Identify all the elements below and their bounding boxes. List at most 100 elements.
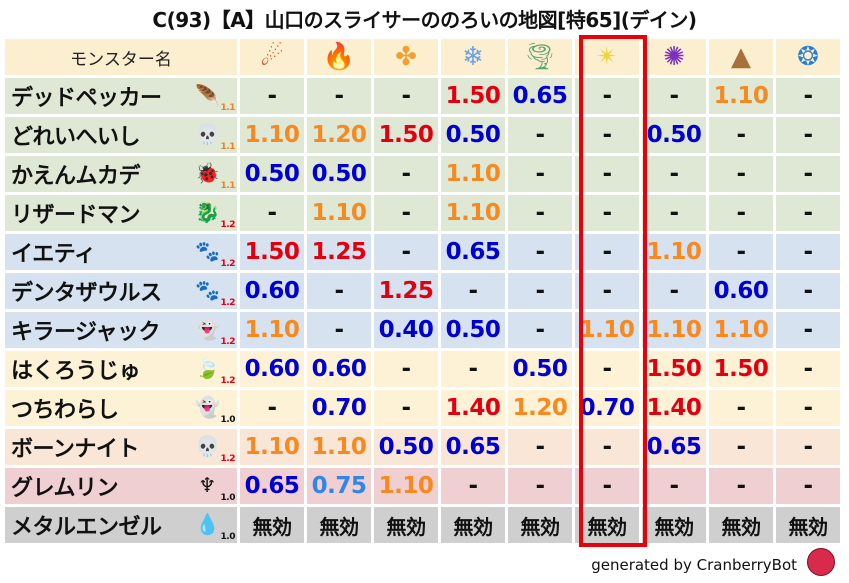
monster-level: 1.0: [220, 532, 236, 542]
monster-level: 1.2: [220, 376, 236, 386]
monster-name: メタルエンゼル: [11, 515, 162, 540]
resistance-value: -: [776, 351, 840, 387]
table-row: メタルエンゼル 💧 1.0 無効 無効 無効 無効 無効 無効 無効 無効 無効: [5, 507, 840, 543]
resistance-value: -: [575, 273, 639, 309]
resistance-value: 0.65: [441, 234, 505, 270]
wing-icon: 🪶: [195, 83, 220, 107]
resistance-value: 1.10: [642, 234, 706, 270]
monster-name-cell: リザードマン 🐉 1.2: [5, 195, 237, 231]
monster-name: リザードマン: [11, 203, 141, 228]
resistance-value: -: [508, 273, 572, 309]
resistance-value: 1.10: [441, 195, 505, 231]
resistance-value: -: [575, 156, 639, 192]
resistance-value: 0.50: [441, 312, 505, 348]
fire-ball-icon: ☄: [260, 42, 284, 72]
monster-name-cell: どれいへいし 💀 1.1: [5, 117, 237, 153]
resistance-value: 1.25: [307, 234, 371, 270]
monster-level: 1.2: [220, 220, 236, 230]
resistance-value: -: [374, 390, 438, 426]
paw-icon: 🐾: [195, 278, 220, 302]
resistance-value: 0.65: [441, 429, 505, 465]
monster-name: つちわらし: [11, 398, 119, 423]
resistance-value: 1.10: [240, 312, 304, 348]
resistance-value: -: [374, 78, 438, 114]
table-row: どれいへいし 💀 1.1 1.10 1.20 1.50 0.50- -0.50- -: [5, 117, 840, 153]
resistance-value: 1.25: [374, 273, 438, 309]
column-header-element: ✴: [575, 39, 639, 75]
resistance-value: 1.10: [374, 468, 438, 504]
resistance-value: -: [776, 390, 840, 426]
resistance-value: -: [709, 468, 773, 504]
column-header-element: ✤: [374, 39, 438, 75]
resistance-value: 0.60: [240, 351, 304, 387]
resistance-value: 1.10: [642, 312, 706, 348]
resistance-value: -: [776, 117, 840, 153]
slime-ghost-icon: 👻: [195, 395, 220, 419]
table-row: キラージャック 👻 1.2 1.10-0.40 0.50-1.10 1.10 1.10-: [5, 312, 840, 348]
skull-icon: 💀: [195, 122, 220, 146]
resistance-value: 1.10: [240, 429, 304, 465]
resistance-value: -: [776, 312, 840, 348]
monster-name-cell: キラージャック 👻 1.2: [5, 312, 237, 348]
resistance-value: -: [642, 156, 706, 192]
resistance-value: 1.40: [441, 390, 505, 426]
monster-name-cell: かえんムカデ 🐞 1.1: [5, 156, 237, 192]
resistance-value: 1.10: [307, 195, 371, 231]
resistance-value: -: [441, 468, 505, 504]
resistance-value: -: [508, 117, 572, 153]
resistance-value: 無効: [709, 507, 773, 543]
resistance-value: 1.50: [642, 351, 706, 387]
monster-level: 1.2: [220, 454, 236, 464]
resistance-value: 0.60: [709, 273, 773, 309]
monster-name-cell: メタルエンゼル 💧 1.0: [5, 507, 237, 543]
column-header-element: ✺: [642, 39, 706, 75]
column-header-element: ❄: [441, 39, 505, 75]
lightning-icon: ✴: [596, 42, 618, 72]
resistance-value: 無効: [441, 507, 505, 543]
resistance-value: -: [307, 312, 371, 348]
column-header-element: ▲: [709, 39, 773, 75]
column-header-monster-name: モンスター名: [5, 39, 237, 75]
monster-level: 1.2: [220, 259, 236, 269]
resistance-value: -: [508, 234, 572, 270]
resistance-value: 1.10: [709, 312, 773, 348]
skull-icon: 💀: [195, 434, 220, 458]
column-header-element: ☄: [240, 39, 304, 75]
resistance-value: 1.10: [575, 312, 639, 348]
table-row: デンタザウルス 🐾 1.2 0.60-1.25- - - -0.60-: [5, 273, 840, 309]
resistance-value: 無効: [240, 507, 304, 543]
resistance-value: 0.65: [508, 78, 572, 114]
monster-name-cell: グレムリン ♆ 1.0: [5, 468, 237, 504]
monster-name-cell: イエティ 🐾 1.2: [5, 234, 237, 270]
resistance-value: -: [776, 429, 840, 465]
explosion-icon: ✤: [395, 42, 417, 72]
monster-name: イエティ: [11, 242, 96, 267]
column-header-element: 🌪: [508, 39, 572, 75]
resistance-value: 0.50: [642, 117, 706, 153]
resistance-value: -: [508, 312, 572, 348]
resistance-value: -: [776, 156, 840, 192]
resistance-value: 無効: [776, 507, 840, 543]
resistance-value: -: [508, 468, 572, 504]
resistance-value: -: [575, 351, 639, 387]
resistance-value: 0.70: [307, 390, 371, 426]
resistance-value: 0.50: [374, 429, 438, 465]
resistance-value: -: [307, 78, 371, 114]
resistance-value: -: [776, 234, 840, 270]
resistance-value: -: [642, 468, 706, 504]
slime-ghost-icon: 👻: [195, 317, 220, 341]
resistance-value: -: [709, 117, 773, 153]
resistance-value: -: [374, 156, 438, 192]
monster-name: ボーンナイト: [11, 437, 139, 462]
insect-icon: 🐞: [195, 161, 220, 185]
resistance-value: -: [508, 156, 572, 192]
resistance-value: 0.50: [441, 117, 505, 153]
resistance-value: 1.10: [441, 156, 505, 192]
flame-icon: 🔥: [322, 42, 356, 72]
monster-level: 1.1: [220, 142, 236, 152]
water-icon: ❂: [797, 42, 819, 72]
header-row: モンスター名 ☄ 🔥 ✤ ❄ 🌪 ✴ ✺ ▲ ❂: [5, 39, 840, 75]
table-row: イエティ 🐾 1.2 1.50 1.25-0.65- -1.10- -: [5, 234, 840, 270]
monster-level: 1.1: [220, 181, 236, 191]
monster-level: 1.0: [220, 415, 236, 425]
